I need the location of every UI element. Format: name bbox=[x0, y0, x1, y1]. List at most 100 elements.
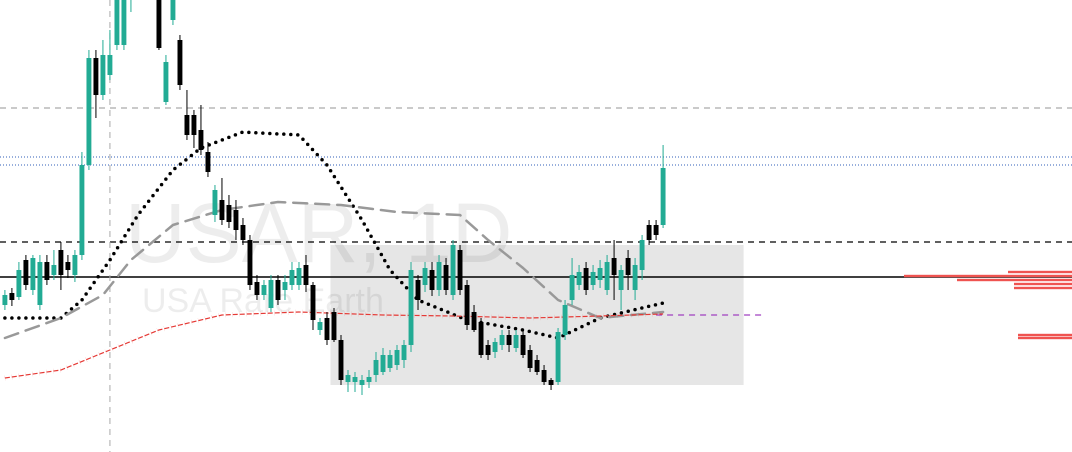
candle-body bbox=[604, 262, 610, 290]
candle-body bbox=[527, 350, 533, 368]
moving-average bbox=[3, 200, 665, 340]
candle-body bbox=[23, 260, 29, 285]
candle-body bbox=[282, 282, 288, 290]
candle-body bbox=[422, 268, 428, 285]
candle-body bbox=[429, 270, 435, 290]
candle-body bbox=[576, 272, 582, 285]
candle-body bbox=[205, 152, 211, 172]
candle-body bbox=[653, 225, 659, 235]
candle-body bbox=[555, 332, 561, 382]
moving-average-center bbox=[4, 311, 664, 379]
candle-body bbox=[212, 190, 218, 215]
candle-body bbox=[660, 168, 666, 225]
candle-body bbox=[324, 318, 330, 340]
moving-average bbox=[3, 130, 665, 340]
candle-body bbox=[247, 240, 253, 285]
candle-body bbox=[58, 250, 64, 275]
profile-bar bbox=[1014, 282, 1072, 286]
candle-body bbox=[625, 258, 631, 275]
candle-body bbox=[79, 165, 85, 255]
candle-body bbox=[72, 255, 78, 275]
profile-bar bbox=[957, 278, 1072, 282]
candle-body bbox=[506, 335, 512, 345]
candle-body bbox=[387, 355, 393, 368]
profile-bar bbox=[1008, 270, 1072, 274]
candle-body bbox=[51, 265, 57, 275]
candle-body bbox=[471, 312, 477, 330]
candle-body bbox=[44, 262, 50, 280]
candle-body bbox=[520, 335, 526, 355]
candle-body bbox=[562, 305, 568, 335]
candle-body bbox=[492, 342, 498, 352]
candle-body bbox=[170, 0, 176, 20]
candle-body bbox=[184, 115, 190, 135]
candle-body bbox=[639, 240, 645, 270]
candle-body bbox=[275, 280, 281, 300]
candle-body bbox=[597, 268, 603, 280]
candle-body bbox=[632, 265, 638, 290]
candle-body bbox=[100, 55, 106, 95]
candle-body bbox=[310, 285, 316, 320]
candle-body bbox=[366, 377, 372, 382]
candle-body bbox=[191, 115, 197, 135]
candle-body bbox=[541, 370, 547, 382]
candle-body bbox=[394, 350, 400, 365]
profile-bar bbox=[1014, 286, 1072, 290]
candle-body bbox=[121, 0, 127, 45]
candle-body bbox=[338, 340, 344, 380]
candle-body bbox=[408, 270, 414, 345]
candle-body bbox=[240, 225, 246, 240]
candle-body bbox=[16, 270, 22, 297]
candle-body bbox=[37, 262, 43, 305]
candle-body bbox=[380, 355, 386, 372]
candle-body bbox=[401, 345, 407, 360]
candle-body bbox=[254, 282, 260, 295]
candle-body bbox=[219, 200, 225, 220]
candle-body bbox=[233, 210, 239, 230]
candle-body bbox=[2, 295, 8, 305]
candle-body bbox=[450, 245, 456, 295]
candle-body bbox=[646, 225, 652, 240]
candle-body bbox=[464, 285, 470, 325]
candle-body bbox=[345, 375, 351, 382]
candle-body bbox=[107, 55, 113, 75]
candle-body bbox=[415, 280, 421, 300]
candle-body bbox=[534, 360, 540, 372]
candle-body bbox=[331, 312, 337, 340]
candle-body bbox=[457, 250, 463, 290]
candle-body bbox=[583, 268, 589, 290]
candle-body bbox=[226, 205, 232, 222]
candle-body bbox=[303, 265, 309, 285]
candle-body bbox=[261, 285, 267, 295]
profile-bar bbox=[1018, 336, 1072, 340]
candle-body bbox=[317, 322, 323, 330]
candle-body bbox=[65, 262, 71, 270]
candle-body bbox=[359, 380, 365, 385]
candle-body bbox=[352, 377, 358, 382]
candle-body bbox=[443, 265, 449, 290]
candle-body bbox=[513, 335, 519, 348]
candle-body bbox=[499, 335, 505, 345]
candle-body bbox=[548, 380, 554, 385]
candle-body bbox=[478, 322, 484, 355]
candle-body bbox=[436, 262, 442, 290]
candle-body bbox=[156, 0, 162, 48]
candle-body bbox=[268, 280, 274, 308]
candle-body bbox=[289, 270, 295, 285]
candle-body bbox=[618, 270, 624, 290]
candle-body bbox=[296, 268, 302, 285]
candle-body bbox=[198, 130, 204, 150]
candle-body bbox=[114, 0, 120, 45]
candle-body bbox=[569, 275, 575, 300]
candle-body bbox=[9, 293, 15, 300]
candle-body bbox=[485, 345, 491, 355]
candle-body bbox=[177, 40, 183, 85]
candle-body bbox=[611, 258, 617, 275]
candle-body bbox=[590, 272, 596, 285]
profile-bar bbox=[1018, 333, 1072, 337]
candle-body bbox=[30, 258, 36, 290]
candle-body bbox=[373, 360, 379, 375]
profile-bar bbox=[904, 274, 1072, 278]
